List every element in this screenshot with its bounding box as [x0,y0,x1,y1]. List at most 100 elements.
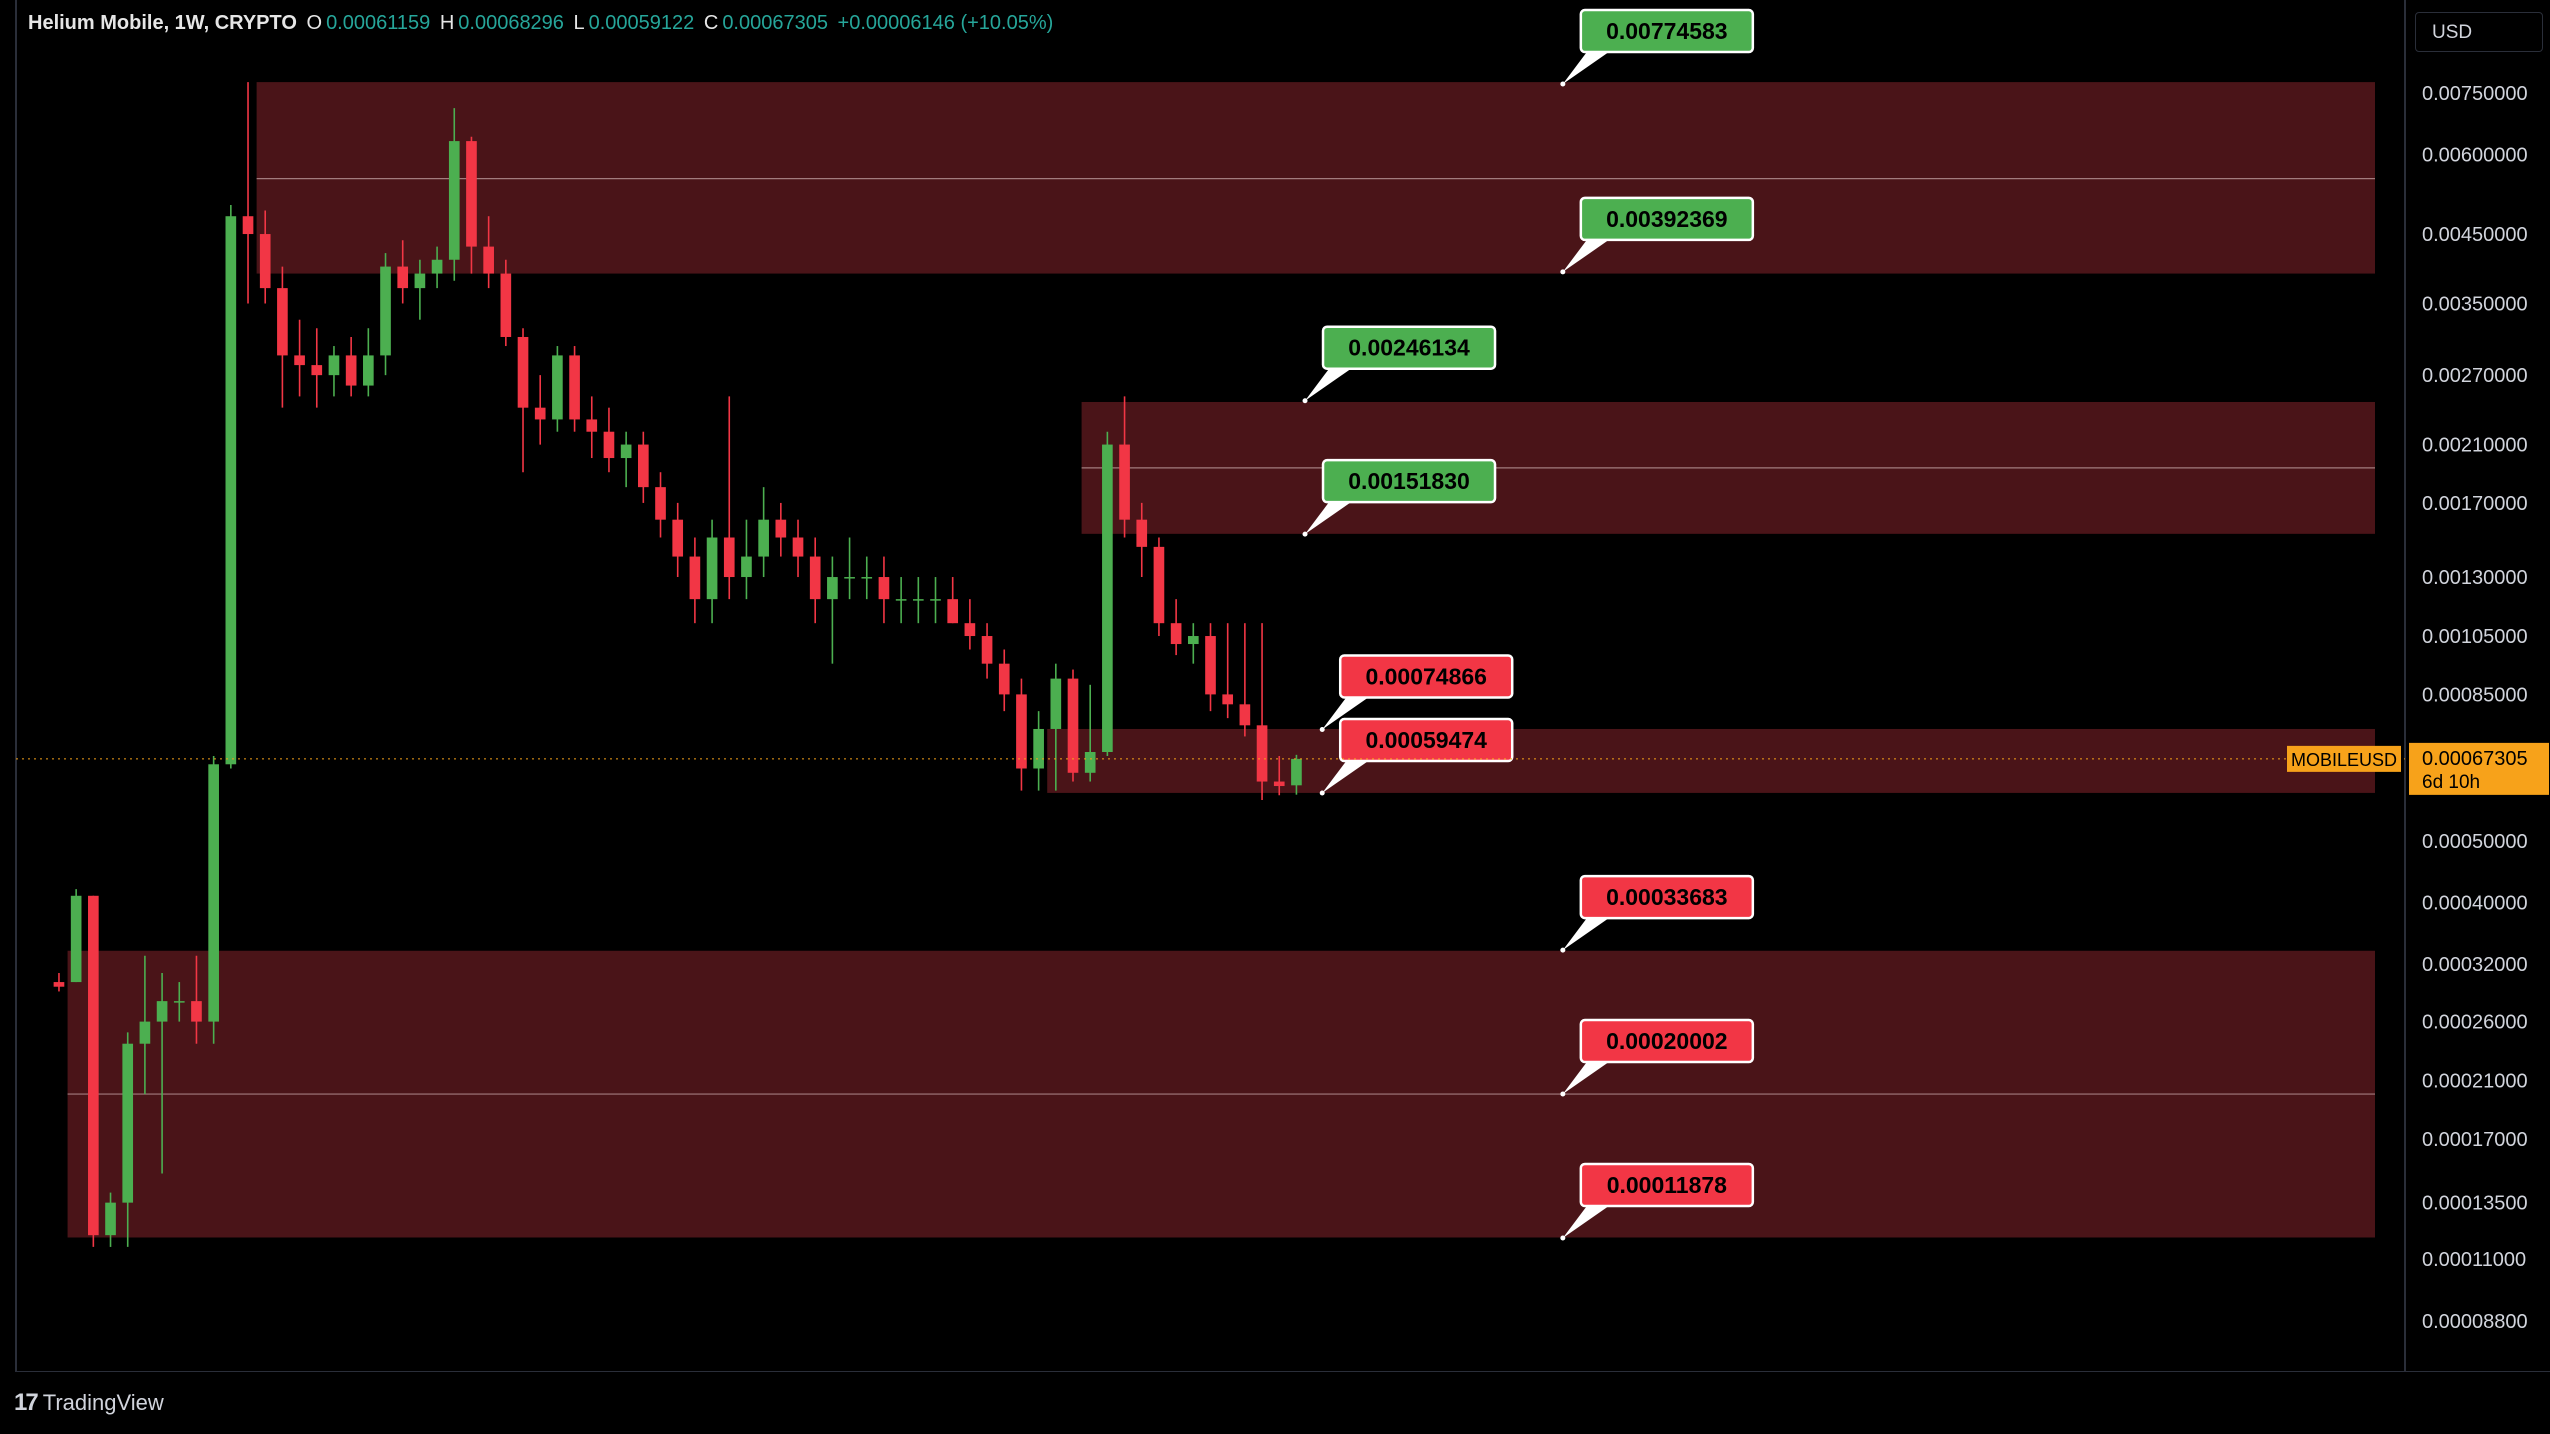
symbol-tag-bg [2287,745,2401,772]
candle[interactable] [878,577,890,600]
candle[interactable] [500,273,512,337]
candle[interactable] [809,556,821,600]
candle[interactable] [912,599,924,601]
candle[interactable] [242,216,254,235]
candle[interactable] [173,1001,185,1003]
candle[interactable] [930,599,941,601]
candle[interactable] [139,1021,151,1044]
candle[interactable] [1016,694,1027,769]
candle[interactable] [397,266,409,289]
candle[interactable] [122,1043,134,1203]
price-tick-label: 0.00017000 [2422,1129,2528,1151]
callout-pointer [1305,368,1352,401]
candle[interactable] [225,216,237,765]
candle[interactable] [655,487,666,520]
price-callout-1[interactable]: 0.00774583 [1560,8,1755,87]
candle[interactable] [1273,781,1285,787]
candle[interactable] [483,246,494,274]
currency-button[interactable]: USD [2415,12,2543,52]
price-callout-2[interactable]: 0.00392369 [1560,196,1755,275]
candle[interactable] [1136,519,1148,547]
tradingview-logo[interactable]: 17 TradingView [14,1386,164,1420]
candle[interactable] [517,336,529,408]
candle[interactable] [431,259,443,274]
candle[interactable] [534,407,546,420]
candle[interactable] [689,556,701,600]
candle[interactable] [380,266,391,356]
candle[interactable] [706,537,718,600]
candle[interactable] [741,556,752,578]
candle[interactable] [88,895,99,1236]
candle[interactable] [998,663,1010,695]
candle[interactable] [947,599,959,624]
supply-zone-1[interactable] [256,82,2376,274]
callout-anchor [1560,1091,1566,1097]
candle[interactable] [294,355,305,366]
candle[interactable] [586,419,598,432]
candle[interactable] [861,577,873,579]
candle[interactable] [1084,752,1096,773]
candle[interactable] [1239,704,1251,726]
candle[interactable] [552,355,563,420]
candle[interactable] [1222,694,1234,705]
candle[interactable] [1170,623,1182,645]
callout-box [1338,654,1514,699]
candle[interactable] [1119,444,1130,520]
candle[interactable] [448,141,460,260]
candle[interactable] [1050,678,1062,729]
price-tick-label: 0.00210000 [2422,435,2528,457]
candle[interactable] [620,444,632,459]
candle[interactable] [259,234,271,289]
candle[interactable] [1187,636,1199,645]
candle[interactable] [827,577,838,600]
candle[interactable] [672,519,684,557]
candle[interactable] [1205,636,1216,695]
candle[interactable] [723,537,735,578]
candle[interactable] [277,288,288,356]
candle[interactable] [603,431,615,459]
price-tick-label: 0.00021000 [2422,1071,2528,1093]
price-tick-label: 0.00750000 [2422,83,2528,105]
candle[interactable] [414,273,426,289]
price-callout-3[interactable]: 0.00246134 [1302,325,1497,404]
candle[interactable] [311,365,323,376]
symbol-title[interactable]: Helium Mobile, 1W, CRYPTO [28,12,297,34]
candle[interactable] [844,577,855,579]
candle[interactable] [70,895,82,983]
candle[interactable] [792,537,804,557]
candle[interactable] [895,599,907,601]
candle[interactable] [775,519,787,538]
candle[interactable] [1153,546,1165,624]
candle[interactable] [1033,728,1044,769]
callout-text: 0.00151830 [1348,468,1470,494]
price-callout-4[interactable]: 0.00151830 [1302,458,1497,537]
candle[interactable] [345,355,357,386]
candle[interactable] [105,1202,116,1236]
candle[interactable] [1291,758,1302,786]
candle[interactable] [53,982,65,987]
candle[interactable] [466,141,477,247]
candle[interactable] [981,636,993,664]
candle[interactable] [637,444,649,488]
price-axis[interactable]: 0.009500000.007500000.006000000.00450000… [2404,0,2528,1373]
candle[interactable] [156,1001,168,1022]
candle[interactable] [363,355,374,386]
price-callout-6[interactable]: 0.00059474 [1319,717,1514,796]
candle[interactable] [191,1001,202,1022]
supply-zone-3[interactable] [1047,728,2375,793]
candle[interactable] [208,764,219,1022]
candle[interactable] [1256,725,1268,782]
price-callout-7[interactable]: 0.00033683 [1560,874,1755,953]
price-callout-5[interactable]: 0.00074866 [1319,654,1514,732]
candle[interactable] [1067,678,1079,773]
candle[interactable] [964,623,976,637]
candle[interactable] [1102,444,1113,753]
zones-layer [67,82,2376,1238]
candle[interactable] [569,355,580,420]
candle[interactable] [758,519,769,557]
price-callout-8[interactable]: 0.00020002 [1560,1018,1755,1097]
candle[interactable] [328,355,340,376]
price-callout-9[interactable]: 0.00011878 [1560,1162,1755,1241]
price-tick-label: 0.00600000 [2422,145,2528,167]
